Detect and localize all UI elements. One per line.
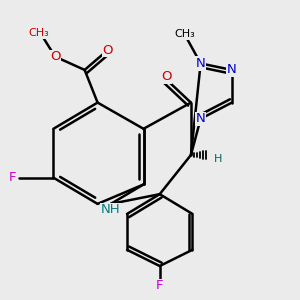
Text: O: O	[50, 50, 60, 63]
Text: H: H	[214, 154, 222, 164]
Text: CH₃: CH₃	[174, 29, 195, 39]
Text: F: F	[8, 171, 16, 184]
Text: N: N	[196, 57, 206, 70]
Text: NH: NH	[101, 203, 121, 216]
Text: F: F	[156, 279, 164, 292]
Text: CH₃: CH₃	[28, 28, 49, 38]
Text: O: O	[102, 44, 113, 57]
Text: N: N	[227, 63, 237, 76]
Text: O: O	[161, 70, 172, 83]
Text: N: N	[196, 112, 206, 125]
